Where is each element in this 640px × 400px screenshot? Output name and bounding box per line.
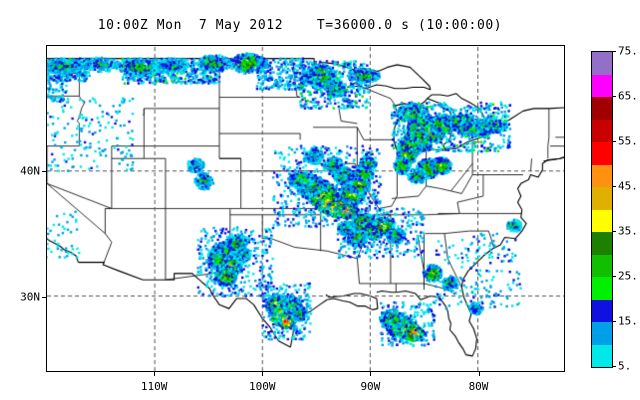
colorbar-band-65-70 [592,74,612,97]
colorbar-band-25-30 [592,254,612,277]
colorbar-band-45-50 [592,164,612,187]
colorbar-tick [612,321,616,322]
colorbar-tick [612,366,616,367]
colorbar-tick [612,51,616,52]
colorbar-tick-label-25: 25. [618,269,638,283]
colorbar-band-50-55 [592,142,612,165]
colorbar-band-70-75 [592,52,612,75]
colorbar-tick [612,276,616,277]
colorbar-tick-label-75: 75. [618,44,638,58]
y-axis-label-0: 40N [20,164,40,178]
colorbar-tick-label-55: 55. [618,134,638,148]
x-axis-label-3: 80W [468,380,489,393]
y-axis-label-1: 30N [20,290,40,304]
colorbar-tick-label-5: 5. [618,359,632,373]
colorbar-band-55-60 [592,119,612,142]
colorbar-band-5-10 [592,344,612,367]
x-axis-tick [370,372,372,376]
colorbar-band-10-15 [592,322,612,345]
colorbar-band-20-25 [592,277,612,300]
x-axis-tick [154,372,156,376]
colorbar-band-35-40 [592,209,612,232]
colorbar-tick-label-35: 35. [618,224,638,238]
colorbar-tick-label-15: 15. [618,314,638,328]
x-axis-label-1: 100W [249,380,276,393]
y-axis-tick [42,170,46,172]
colorbar-band-60-65 [592,97,612,120]
reflectivity-layer [47,46,564,371]
colorbar-band-30-35 [592,232,612,255]
colorbar-band-40-45 [592,187,612,210]
x-axis-label-2: 90W [360,380,381,393]
colorbar-tick [612,96,616,97]
y-axis-tick [42,296,46,298]
x-axis-tick [478,372,480,376]
colorbar-tick [612,186,616,187]
figure-title: 10:00Z Mon 7 May 2012 T=36000.0 s (10:00… [97,18,503,33]
colorbar-band-15-20 [592,299,612,322]
reflectivity-colorbar [591,51,613,368]
colorbar-tick [612,141,616,142]
colorbar-tick-label-45: 45. [618,179,638,193]
x-axis-label-0: 110W [140,380,168,393]
colorbar-tick-label-65: 65. [618,89,638,103]
x-axis-tick [262,372,264,376]
colorbar-tick [612,231,616,232]
map-plot-area [46,45,565,372]
